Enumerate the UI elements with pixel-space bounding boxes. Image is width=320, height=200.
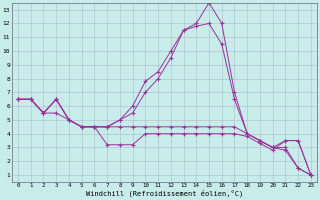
X-axis label: Windchill (Refroidissement éolien,°C): Windchill (Refroidissement éolien,°C) [86, 190, 243, 197]
